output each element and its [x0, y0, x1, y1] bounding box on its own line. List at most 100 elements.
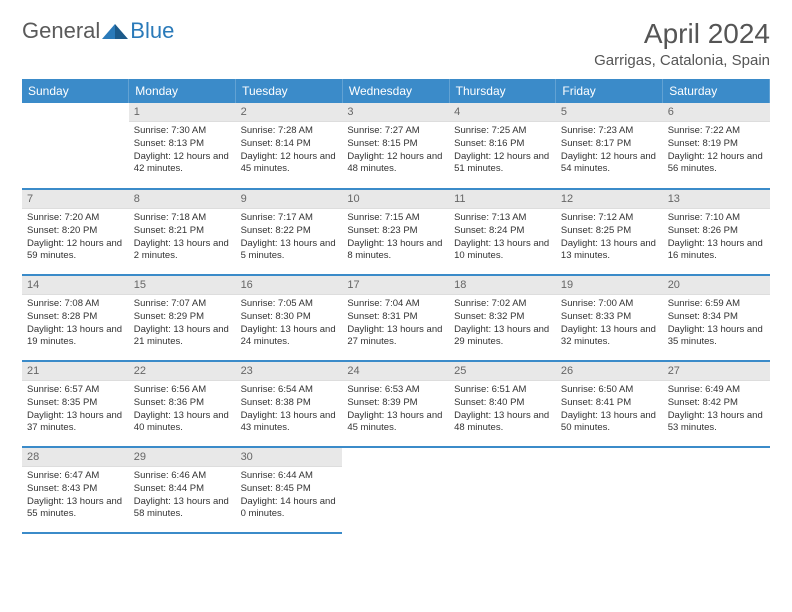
calendar-cell: 1Sunrise: 7:30 AMSunset: 8:13 PMDaylight…: [129, 103, 236, 189]
sunrise-text: Sunrise: 6:50 AM: [561, 384, 658, 397]
daylight-text: Daylight: 13 hours and 21 minutes.: [134, 324, 231, 350]
weekday-header: Saturday: [663, 79, 770, 103]
day-details: Sunrise: 7:04 AMSunset: 8:31 PMDaylight:…: [342, 295, 449, 353]
day-number: 5: [556, 103, 663, 122]
sunset-text: Sunset: 8:33 PM: [561, 311, 658, 324]
daylight-text: Daylight: 13 hours and 27 minutes.: [347, 324, 444, 350]
logo: General Blue: [22, 18, 174, 44]
daylight-text: Daylight: 13 hours and 19 minutes.: [27, 324, 124, 350]
day-number: 22: [129, 362, 236, 381]
sunset-text: Sunset: 8:20 PM: [27, 225, 124, 238]
day-details: Sunrise: 7:00 AMSunset: 8:33 PMDaylight:…: [556, 295, 663, 353]
calendar-cell: 14Sunrise: 7:08 AMSunset: 8:28 PMDayligh…: [22, 275, 129, 361]
calendar-cell: 30Sunrise: 6:44 AMSunset: 8:45 PMDayligh…: [236, 447, 343, 533]
calendar-cell: 28Sunrise: 6:47 AMSunset: 8:43 PMDayligh…: [22, 447, 129, 533]
calendar-cell: [22, 103, 129, 189]
calendar-cell: 7Sunrise: 7:20 AMSunset: 8:20 PMDaylight…: [22, 189, 129, 275]
sunset-text: Sunset: 8:36 PM: [134, 397, 231, 410]
calendar-body: 1Sunrise: 7:30 AMSunset: 8:13 PMDaylight…: [22, 103, 770, 533]
sunrise-text: Sunrise: 7:30 AM: [134, 125, 231, 138]
day-number: 11: [449, 190, 556, 209]
day-details: Sunrise: 6:49 AMSunset: 8:42 PMDaylight:…: [663, 381, 770, 439]
sunset-text: Sunset: 8:13 PM: [134, 138, 231, 151]
sunset-text: Sunset: 8:24 PM: [454, 225, 551, 238]
day-details: Sunrise: 6:46 AMSunset: 8:44 PMDaylight:…: [129, 467, 236, 525]
day-number: 15: [129, 276, 236, 295]
calendar-cell: 26Sunrise: 6:50 AMSunset: 8:41 PMDayligh…: [556, 361, 663, 447]
sunset-text: Sunset: 8:30 PM: [241, 311, 338, 324]
sunset-text: Sunset: 8:42 PM: [668, 397, 765, 410]
calendar-cell: 6Sunrise: 7:22 AMSunset: 8:19 PMDaylight…: [663, 103, 770, 189]
day-details: Sunrise: 7:12 AMSunset: 8:25 PMDaylight:…: [556, 209, 663, 267]
day-details: Sunrise: 7:18 AMSunset: 8:21 PMDaylight:…: [129, 209, 236, 267]
weekday-header: Wednesday: [342, 79, 449, 103]
sunset-text: Sunset: 8:17 PM: [561, 138, 658, 151]
day-number: 26: [556, 362, 663, 381]
calendar-cell: 9Sunrise: 7:17 AMSunset: 8:22 PMDaylight…: [236, 189, 343, 275]
sunrise-text: Sunrise: 7:28 AM: [241, 125, 338, 138]
sunset-text: Sunset: 8:22 PM: [241, 225, 338, 238]
sunrise-text: Sunrise: 7:27 AM: [347, 125, 444, 138]
daylight-text: Daylight: 12 hours and 59 minutes.: [27, 238, 124, 264]
day-number: 4: [449, 103, 556, 122]
sunset-text: Sunset: 8:31 PM: [347, 311, 444, 324]
calendar-cell: 18Sunrise: 7:02 AMSunset: 8:32 PMDayligh…: [449, 275, 556, 361]
calendar-cell: 23Sunrise: 6:54 AMSunset: 8:38 PMDayligh…: [236, 361, 343, 447]
sunrise-text: Sunrise: 6:49 AM: [668, 384, 765, 397]
calendar-cell: 17Sunrise: 7:04 AMSunset: 8:31 PMDayligh…: [342, 275, 449, 361]
sunrise-text: Sunrise: 7:08 AM: [27, 298, 124, 311]
calendar-cell: 22Sunrise: 6:56 AMSunset: 8:36 PMDayligh…: [129, 361, 236, 447]
day-details: Sunrise: 6:57 AMSunset: 8:35 PMDaylight:…: [22, 381, 129, 439]
day-details: Sunrise: 6:44 AMSunset: 8:45 PMDaylight:…: [236, 467, 343, 525]
sunrise-text: Sunrise: 7:07 AM: [134, 298, 231, 311]
calendar-head: SundayMondayTuesdayWednesdayThursdayFrid…: [22, 79, 770, 103]
location: Garrigas, Catalonia, Spain: [594, 52, 770, 69]
day-number: 2: [236, 103, 343, 122]
day-number: 20: [663, 276, 770, 295]
day-number: 7: [22, 190, 129, 209]
daylight-text: Daylight: 13 hours and 29 minutes.: [454, 324, 551, 350]
day-details: Sunrise: 6:59 AMSunset: 8:34 PMDaylight:…: [663, 295, 770, 353]
daylight-text: Daylight: 12 hours and 56 minutes.: [668, 151, 765, 177]
day-details: Sunrise: 7:20 AMSunset: 8:20 PMDaylight:…: [22, 209, 129, 267]
sunset-text: Sunset: 8:44 PM: [134, 483, 231, 496]
daylight-text: Daylight: 13 hours and 45 minutes.: [347, 410, 444, 436]
calendar-cell: 5Sunrise: 7:23 AMSunset: 8:17 PMDaylight…: [556, 103, 663, 189]
weekday-header: Friday: [556, 79, 663, 103]
logo-text-general: General: [22, 18, 100, 44]
day-number: 25: [449, 362, 556, 381]
day-number: 17: [342, 276, 449, 295]
sunrise-text: Sunrise: 6:57 AM: [27, 384, 124, 397]
daylight-text: Daylight: 12 hours and 54 minutes.: [561, 151, 658, 177]
day-details: Sunrise: 6:53 AMSunset: 8:39 PMDaylight:…: [342, 381, 449, 439]
day-details: Sunrise: 7:15 AMSunset: 8:23 PMDaylight:…: [342, 209, 449, 267]
sunrise-text: Sunrise: 7:05 AM: [241, 298, 338, 311]
sunset-text: Sunset: 8:40 PM: [454, 397, 551, 410]
sunrise-text: Sunrise: 7:20 AM: [27, 212, 124, 225]
sunrise-text: Sunrise: 7:10 AM: [668, 212, 765, 225]
calendar-cell: 12Sunrise: 7:12 AMSunset: 8:25 PMDayligh…: [556, 189, 663, 275]
day-number: 3: [342, 103, 449, 122]
daylight-text: Daylight: 12 hours and 45 minutes.: [241, 151, 338, 177]
day-number: 16: [236, 276, 343, 295]
day-number: 19: [556, 276, 663, 295]
day-details: Sunrise: 7:05 AMSunset: 8:30 PMDaylight:…: [236, 295, 343, 353]
calendar-cell: 21Sunrise: 6:57 AMSunset: 8:35 PMDayligh…: [22, 361, 129, 447]
sunrise-text: Sunrise: 7:02 AM: [454, 298, 551, 311]
day-number: 14: [22, 276, 129, 295]
day-details: Sunrise: 7:17 AMSunset: 8:22 PMDaylight:…: [236, 209, 343, 267]
month-title: April 2024: [594, 18, 770, 50]
weekday-header: Sunday: [22, 79, 129, 103]
daylight-text: Daylight: 13 hours and 53 minutes.: [668, 410, 765, 436]
day-number: 9: [236, 190, 343, 209]
sunset-text: Sunset: 8:26 PM: [668, 225, 765, 238]
sunrise-text: Sunrise: 7:25 AM: [454, 125, 551, 138]
sunset-text: Sunset: 8:45 PM: [241, 483, 338, 496]
calendar-cell: 8Sunrise: 7:18 AMSunset: 8:21 PMDaylight…: [129, 189, 236, 275]
day-number: 21: [22, 362, 129, 381]
calendar-cell: 29Sunrise: 6:46 AMSunset: 8:44 PMDayligh…: [129, 447, 236, 533]
day-number: 29: [129, 448, 236, 467]
calendar-cell: [449, 447, 556, 533]
weekday-header: Monday: [129, 79, 236, 103]
day-number: 6: [663, 103, 770, 122]
